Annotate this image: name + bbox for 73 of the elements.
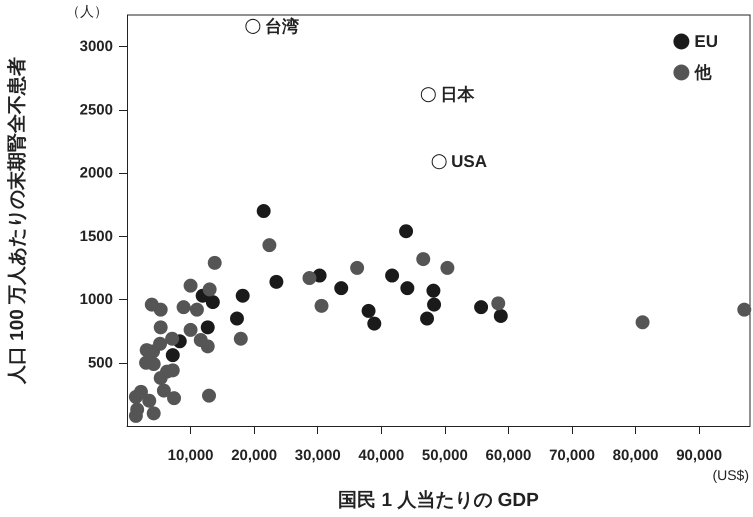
point	[256, 204, 271, 218]
point	[236, 288, 250, 303]
text: （人）	[66, 3, 108, 19]
point	[474, 300, 488, 314]
point	[400, 281, 414, 296]
point	[494, 308, 508, 323]
x-tick-label: 90,000	[676, 447, 722, 464]
point	[200, 339, 215, 354]
point	[245, 18, 260, 34]
point	[154, 320, 168, 334]
point	[302, 271, 316, 286]
point	[142, 394, 156, 408]
y-tick-label: 500	[88, 354, 113, 372]
legend-label: 他	[693, 63, 712, 82]
point	[156, 384, 171, 398]
text: (US$)	[712, 467, 750, 483]
x-axis-title: 国民 1 人当たりの GDP	[338, 490, 540, 511]
point	[269, 274, 284, 289]
x-tick-label: 10,000	[168, 447, 214, 464]
x-tick-label: 70,000	[549, 447, 595, 464]
y-tick-label: 1500	[80, 228, 113, 245]
point	[420, 87, 436, 102]
x-tick-label: 60,000	[485, 447, 532, 464]
point	[190, 302, 204, 317]
legend-label: EU	[694, 32, 718, 51]
point	[367, 316, 382, 331]
point	[166, 348, 180, 362]
point	[154, 302, 168, 317]
point	[426, 284, 440, 298]
point	[167, 391, 182, 406]
y-tick-label: 3000	[80, 38, 113, 56]
point	[202, 282, 217, 296]
point	[234, 332, 248, 346]
point	[420, 312, 434, 326]
point	[184, 322, 198, 337]
y-tick-label: 2500	[80, 101, 113, 118]
point	[362, 304, 376, 318]
x-tick-label: 80,000	[612, 447, 659, 464]
point	[208, 256, 222, 270]
annotation: 台湾	[264, 16, 299, 36]
point	[334, 281, 348, 296]
point	[440, 260, 454, 275]
point	[202, 388, 216, 403]
point	[262, 238, 276, 252]
point	[165, 332, 180, 346]
point	[399, 224, 414, 238]
x-tick-label: 50,000	[422, 447, 468, 464]
point	[737, 302, 752, 317]
point	[206, 295, 220, 310]
point	[184, 278, 198, 293]
point	[636, 315, 650, 330]
point	[416, 252, 430, 266]
annotation: 日本	[440, 85, 476, 104]
point	[432, 154, 447, 170]
x-tick-label: 40,000	[358, 447, 404, 464]
point	[176, 300, 191, 314]
annotation: USA	[451, 152, 488, 172]
y-tick-label: 1000	[80, 291, 113, 308]
point	[350, 260, 364, 275]
point	[314, 298, 329, 313]
point	[491, 296, 506, 310]
y-axis-title: 人口 100 万人あたりの末期腎全不患者	[6, 56, 28, 386]
y-tick-label: 2000	[80, 164, 113, 182]
point	[427, 298, 442, 312]
x-tick-label: 30,000	[294, 447, 341, 464]
x-tick-label: 20,000	[231, 447, 278, 464]
point	[128, 390, 143, 404]
point	[154, 370, 168, 385]
point	[146, 406, 161, 420]
point	[230, 312, 244, 326]
point	[146, 357, 161, 372]
point	[385, 268, 400, 283]
point	[200, 320, 215, 334]
